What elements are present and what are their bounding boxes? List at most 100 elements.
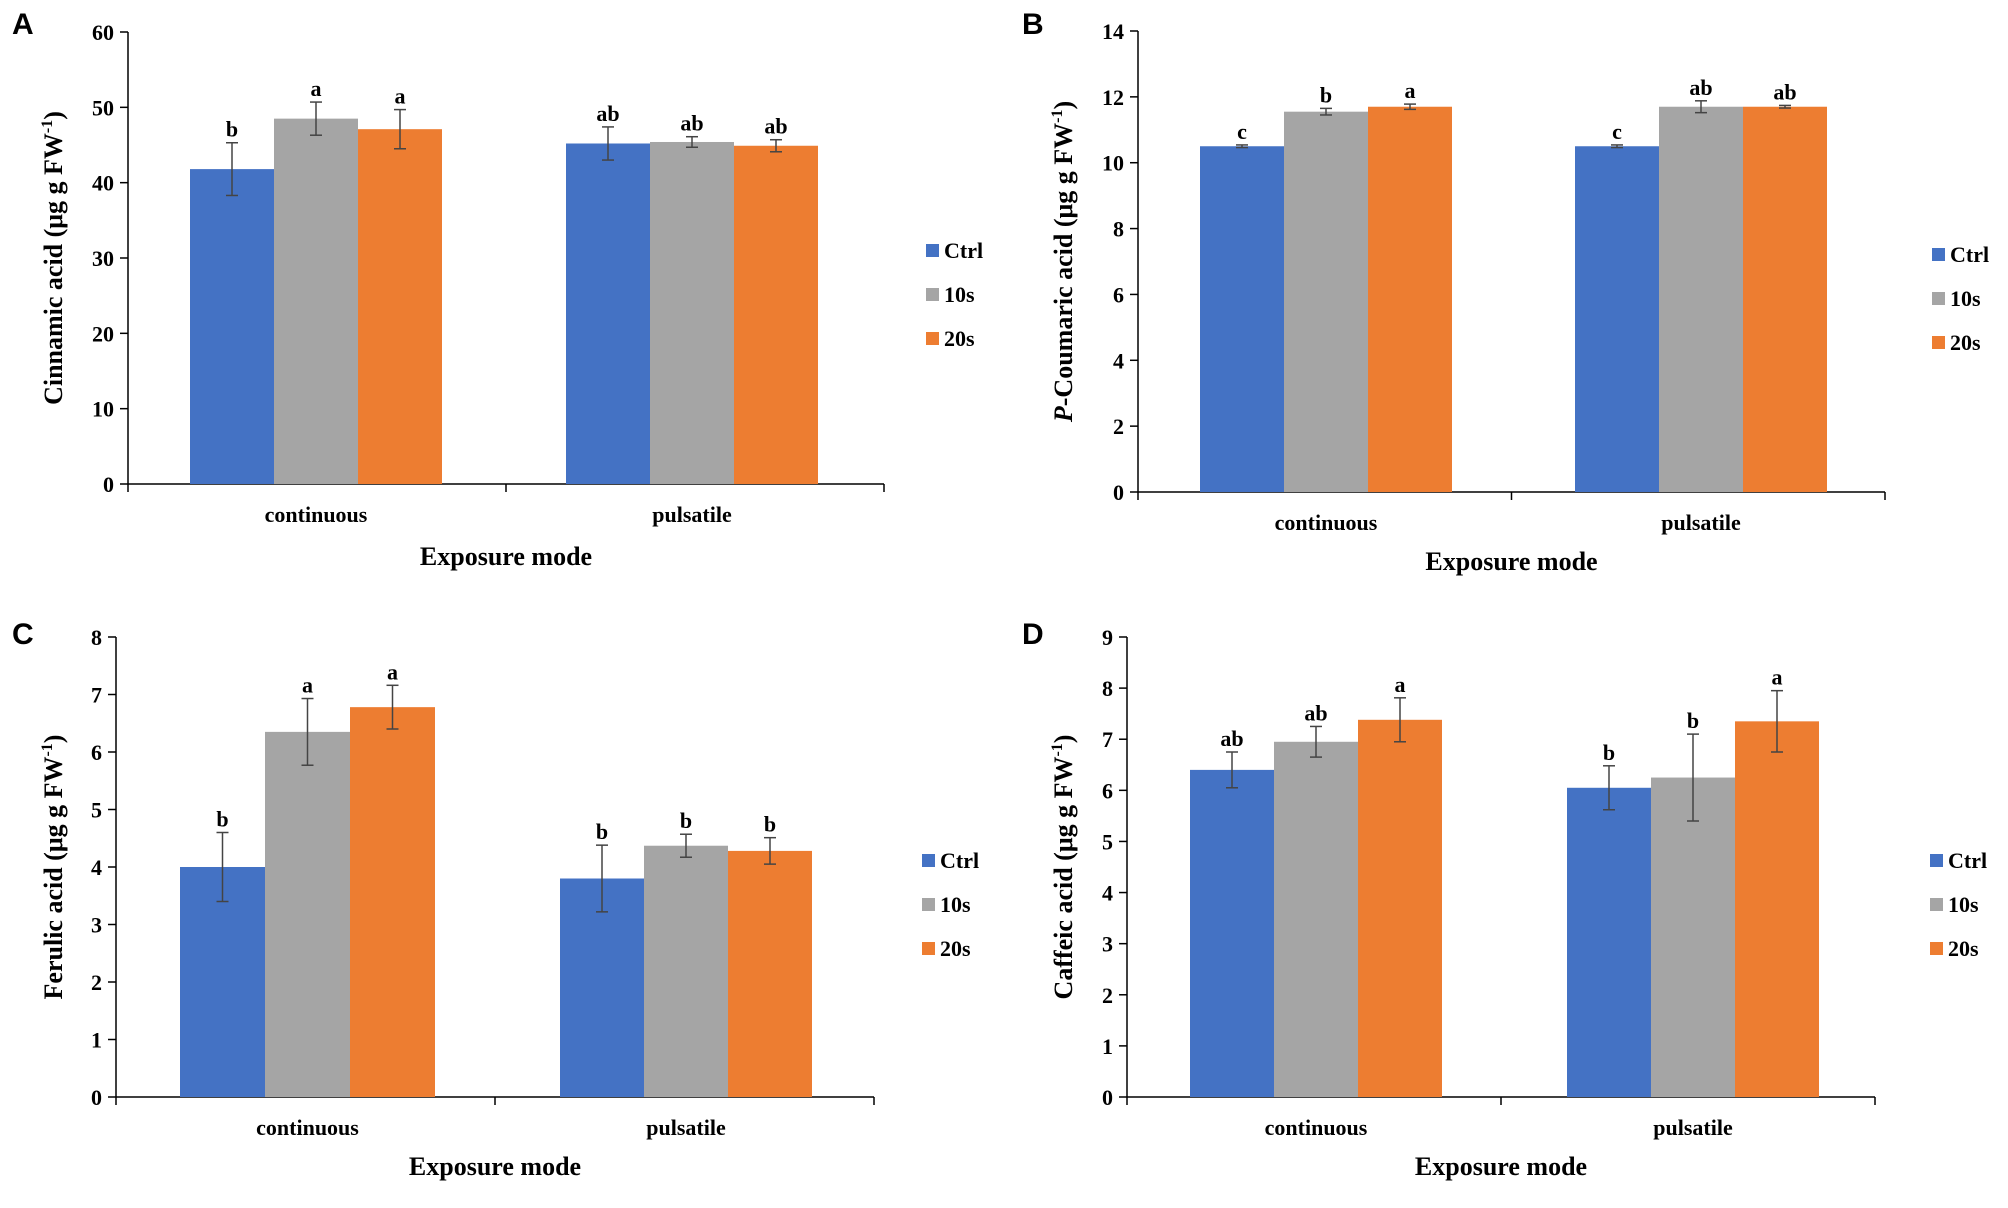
significance-letter: c	[1612, 119, 1622, 144]
y-tick-label: 60	[92, 20, 114, 45]
significance-letter: b	[1603, 740, 1615, 765]
significance-letter: a	[387, 659, 398, 684]
x-category-label: pulsatile	[652, 502, 732, 527]
y-axis-label-text: Caffeic acid (μg g FW	[1049, 757, 1078, 1000]
chart-panel-d: D 0 1 2 3 4 5 6 7 8 9 ab ab a continuous b b a pulsatile Ex…	[1022, 618, 1987, 1181]
x-axis-label: Exposure mode	[409, 1152, 581, 1181]
bar-10s-continuous	[1274, 741, 1358, 1097]
y-tick-label: 6	[91, 740, 102, 765]
legend-label: Ctrl	[940, 848, 979, 873]
legend-label: 10s	[940, 892, 971, 917]
x-axis-label: Exposure mode	[1415, 1152, 1587, 1181]
x-category-label: continuous	[1275, 510, 1378, 535]
legend-label: 20s	[944, 326, 975, 351]
y-tick-label: 2	[1102, 983, 1113, 1008]
bar-10s-pulsatile	[644, 845, 728, 1097]
legend-swatch-ctrl	[1932, 248, 1945, 261]
bar-10s-continuous	[274, 118, 358, 484]
y-tick-label: 4	[91, 855, 102, 880]
y-tick-label: 0	[1113, 480, 1124, 505]
y-axis-label-text: Cinnamic acid (μg g FW	[39, 133, 68, 405]
y-tick-label: 5	[91, 798, 102, 823]
y-axis-label: Caffeic acid (μg g FW-1)	[1049, 735, 1078, 1000]
significance-letter: a	[1405, 78, 1416, 103]
legend-swatch-20s	[1932, 336, 1945, 349]
x-category-label: continuous	[265, 502, 368, 527]
y-tick-label: 7	[1102, 727, 1113, 752]
significance-letter: a	[311, 76, 322, 101]
bar-10s-pulsatile	[1659, 106, 1743, 492]
legend: Ctrl 10s 20s	[1930, 848, 1987, 961]
legend-swatch-10s	[1930, 898, 1943, 911]
y-tick-label: 30	[92, 246, 114, 271]
y-tick-label: 1	[1102, 1034, 1113, 1059]
bar-20s-pulsatile	[1735, 721, 1819, 1097]
legend-swatch-10s	[1932, 292, 1945, 305]
bar-ctrl-pulsatile	[1575, 146, 1659, 492]
y-axis-label-close: )	[1049, 735, 1078, 744]
x-category-label: continuous	[1265, 1115, 1368, 1140]
y-tick-label: 40	[92, 171, 114, 196]
significance-letter: b	[1687, 708, 1699, 733]
x-axis-label: Exposure mode	[420, 542, 592, 571]
x-category-label: continuous	[256, 1115, 359, 1140]
bar-20s-continuous	[358, 129, 442, 484]
y-axis-label-text: Ferulic acid (μg g FW	[39, 757, 68, 1000]
panel-letter: D	[1022, 618, 1044, 651]
y-axis-label-text: -Coumaric acid (μg g FW	[1049, 123, 1078, 406]
legend-swatch-ctrl	[922, 854, 935, 867]
bar-ctrl-continuous	[180, 867, 265, 1097]
y-tick-label: 8	[1113, 217, 1124, 242]
y-tick-label: 4	[1102, 881, 1113, 906]
y-tick-label: 20	[92, 321, 114, 346]
y-tick-label: 6	[1102, 778, 1113, 803]
significance-letter: b	[216, 807, 228, 832]
bar-ctrl-pulsatile	[566, 143, 650, 484]
y-axis-label-superscript: -1	[39, 120, 56, 133]
significance-letter: a	[1772, 665, 1783, 690]
legend-label: 20s	[1948, 936, 1979, 961]
y-tick-label: 4	[1113, 348, 1124, 373]
bar-10s-continuous	[265, 731, 350, 1097]
bar-10s-pulsatile	[650, 141, 734, 484]
y-axis-label-close: )	[1049, 101, 1078, 110]
significance-letter: b	[1320, 82, 1332, 107]
x-category-label: pulsatile	[1653, 1115, 1733, 1140]
y-axis-label-superscript: -1	[1049, 110, 1066, 123]
bar-20s-continuous	[1358, 719, 1442, 1097]
x-axis-label: Exposure mode	[1425, 547, 1597, 576]
legend-label: 10s	[1950, 286, 1981, 311]
y-tick-label: 3	[91, 913, 102, 938]
y-tick-label: 10	[1102, 151, 1124, 176]
y-tick-label: 5	[1102, 829, 1113, 854]
chart-panel-b: B 0 2 4 6 8 10 12 14 c b a continuous c ab ab pulsatile E…	[1022, 8, 1989, 576]
chart-panel-c: C 0 1 2 3 4 5 6 7 8 b a a continuous b b b pulsatile Expos…	[12, 618, 979, 1181]
bar-ctrl-pulsatile	[560, 878, 644, 1097]
bar-ctrl-continuous	[190, 169, 274, 484]
legend-label: 20s	[940, 936, 971, 961]
legend-label: 10s	[1948, 892, 1979, 917]
significance-letter: ab	[680, 111, 703, 136]
panel-letter: A	[12, 8, 34, 41]
x-category-label: pulsatile	[1661, 510, 1741, 535]
y-tick-label: 6	[1113, 282, 1124, 307]
significance-letter: a	[395, 84, 406, 109]
significance-letter: ab	[596, 101, 619, 126]
y-axis-label-superscript: -1	[39, 743, 56, 756]
y-axis-label-close: )	[39, 111, 68, 120]
legend-swatch-10s	[926, 288, 939, 301]
legend: Ctrl 10s 20s	[926, 238, 983, 351]
y-tick-label: 2	[91, 970, 102, 995]
y-tick-label: 0	[103, 472, 114, 497]
significance-letter: b	[764, 812, 776, 837]
bar-10s-pulsatile	[1651, 777, 1735, 1097]
bar-ctrl-continuous	[1200, 146, 1284, 492]
significance-letter: a	[302, 673, 313, 698]
significance-letter: b	[226, 117, 238, 142]
bar-ctrl-continuous	[1190, 769, 1274, 1097]
x-category-label: pulsatile	[646, 1115, 726, 1140]
y-axis-label-close: )	[39, 735, 68, 744]
y-tick-label: 9	[1102, 625, 1113, 650]
bar-20s-pulsatile	[1743, 106, 1827, 492]
